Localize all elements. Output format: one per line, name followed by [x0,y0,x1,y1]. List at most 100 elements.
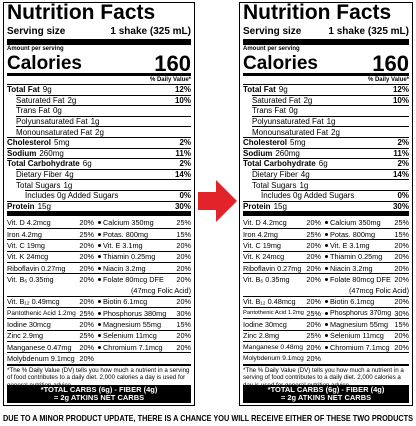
vitamin-name: Riboflavin 0.27mg [7,263,66,273]
serving-value: 1 shake (325 mL) [110,26,191,37]
vitamin-cell: Folate 80mcg DFE 20% [103,274,191,285]
nutrient-row: Dietary Fiber 4g 14% [16,169,191,180]
nutrient-name-box: Total Sugars 1g [252,181,409,190]
vitamin-name: Vit. E 3.1mg [103,240,143,250]
nutrient-name-box: Cholesterol 5mg [243,138,397,147]
nutrient-row: Monounsaturated Fat 2g [252,127,409,138]
nutrition-label: Nutrition Facts Serving size 1 shake (325 … [3,1,195,406]
vitamin-dv: 20% [306,252,321,262]
nutrient-dv: 2% [179,159,191,169]
bullet [324,334,328,338]
vitamin-cell: Iodine 30mcg 20% [243,319,321,330]
label-title: Nutrition Facts [7,1,156,24]
row-rule [16,168,191,170]
vitamin-note: (47mcg Folic Acid) [130,286,191,295]
vitamin-cell: Thiamin 0.25mg 20% [103,251,191,262]
nutrient-name-box: Trans Fat 0g [252,106,409,115]
row-rule [16,94,191,96]
vitamin-cell: Iodine 30mcg 20% [7,319,94,330]
vitamin-dv: 15% [394,320,409,330]
net-carbs-line: *TOTAL CARBS (6g) - FIBER (4g) [40,384,158,394]
nutrient-name: Protein [7,201,35,211]
vitamin-cell: Vit. B₁₂ 0.48mcg 20% [243,296,321,307]
vitamin-dv: 15% [176,229,191,239]
nutrient-dv: 11% [393,148,409,158]
row-rule [16,179,191,181]
row-rule [7,158,191,159]
nutrient-name: Saturated Fat [252,95,301,105]
vitamin-dv: 20% [394,263,409,273]
nutrient-amount: 9g [42,85,52,95]
vitamin-name: Iron 4.2mg [243,229,278,239]
nutrient-amount: 5mg [290,138,306,148]
calories-value: 160 [372,51,409,76]
bullet [324,221,328,225]
row-rule [243,200,409,202]
vitamin-cell: Phosphorus 380mg 30% [103,308,191,319]
vitamin-dv: 20% [79,218,94,228]
nutrient-amount: 2g [67,95,77,105]
bullet [97,334,101,338]
vitamin-cell: Biotin 6.1mcg 20% [330,296,409,307]
nutrient-name: Saturated Fat [16,95,65,105]
nutrient-amount: 2g [331,127,340,137]
row-rule [7,137,191,138]
nutrient-dv: 10% [174,95,191,105]
bullet [97,277,101,281]
nutrient-name-box: Saturated Fat 2g [16,96,175,105]
rule [243,364,409,366]
vitamin-cell: Zinc 2.8mg 25% [243,330,321,341]
bullet [324,266,328,270]
nutrient-amount: 15g [273,201,287,211]
bullet [97,345,101,349]
vitamin-name: Magnesium 55mg [330,320,388,330]
vitamin-cell: Molybdenum 9.1mcg 20% [243,353,321,364]
nutrient-amount: 15g [37,201,51,211]
nutrient-dv: 2% [179,138,191,148]
vitamin-name: Niacin 3.2mg [103,263,146,273]
bullet [97,255,101,259]
vitamin-cell: Iron 4.2mg 25% [7,229,94,240]
row-rule [7,341,191,342]
nutrient-name: Total Fat [7,85,40,95]
net-carbs-box: *TOTAL CARBS (6g) - FIBER (4g) = 2g ATKIN… [243,385,409,403]
calories-row: Calories 160 [7,51,191,77]
nutrient-name: Trans Fat [252,106,286,116]
vitamin-name: Vit. B₆ 0.35mg [7,274,54,284]
row-rule [243,307,409,308]
nutrient-name: Total Sugars [252,180,297,190]
vitamin-name: Vit. D 4.2mcg [7,218,51,228]
row-rule [243,158,409,159]
vitamin-dv: 20% [394,252,409,262]
nutrient-amount: 1g [299,180,309,190]
row-rule [243,363,409,365]
vitamin-dv: 20% [79,240,94,250]
row-rule [7,239,191,240]
nutrient-name-box: Monounsaturated Fat 2g [252,128,409,137]
arrow-shape [198,180,237,222]
row-rule [7,200,191,202]
nutrient-row: Dietary Fiber 4g 14% [252,169,409,180]
serving-row: Serving size 1 shake (325 mL) [7,26,191,37]
nutrient-amount: 4g [300,170,310,180]
row-rule [243,137,409,138]
nutrient-name-box: Total Sugars 1g [16,181,191,190]
nutrient-row: Includes 0g Added Sugars 0% [261,191,409,202]
vitamin-name: Chromium 7.1mcg [103,342,163,352]
vitamin-note: (47mcg Folic Acid) [348,286,409,295]
nutrient-name-box: Total Fat 9g [7,85,175,94]
nutrient-name-box: Total Fat 9g [243,85,393,94]
nutrient-name: Total Sugars [16,180,61,190]
nutrient-amount: 1g [326,117,336,127]
nutrient-dv: 30% [392,201,409,211]
vitamin-cell: Magnesium 55mg 15% [103,319,191,330]
row-rule [261,190,409,191]
vitamin-cell: Phosphorus 370mg 30% [330,308,409,319]
bullet [324,232,328,236]
vitamin-dv: 20% [394,297,409,307]
vitamin-dv: 20% [176,263,191,273]
vitamin-name: Manganese 0.47mg [7,342,72,352]
nutrient-name: Total Carbohydrate [7,159,80,169]
row-rule [243,261,409,263]
net-carbs-line: *TOTAL CARBS (6g) - FIBER (4g) [267,384,385,394]
